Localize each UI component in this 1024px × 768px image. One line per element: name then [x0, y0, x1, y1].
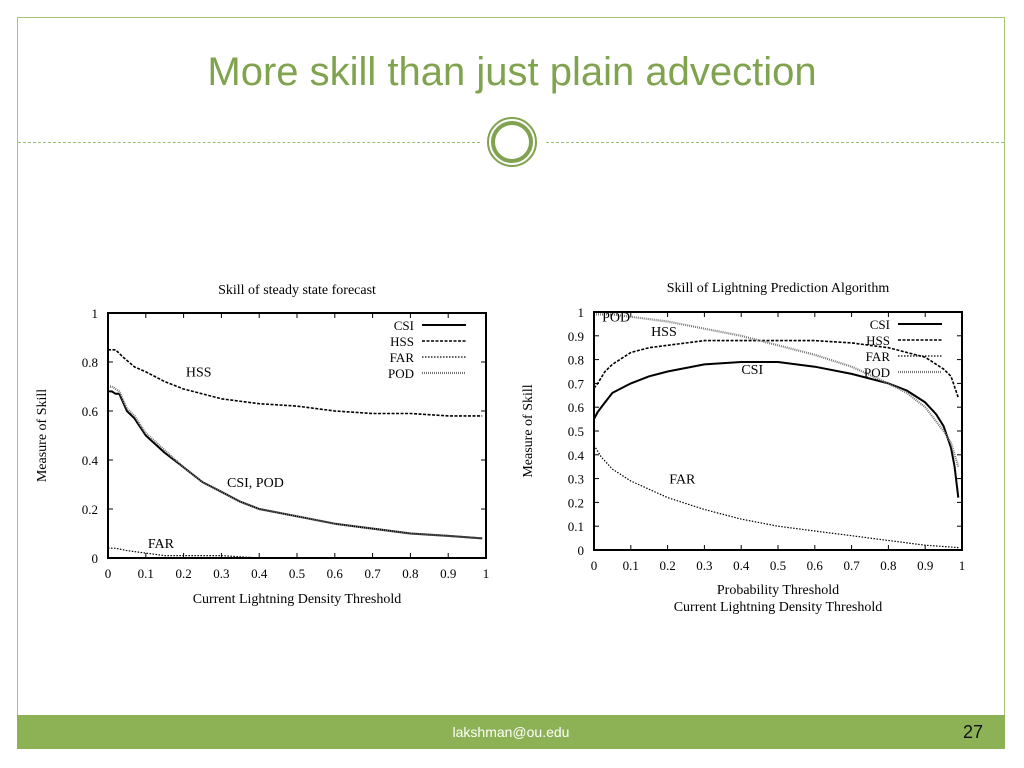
chart1-x-tick-label: 0.4	[251, 566, 268, 581]
lightning-prediction-chart: Skill of Lightning Prediction Algorithm 0…	[521, 281, 966, 615]
chart1-x-tick-label: 0.2	[175, 566, 191, 581]
chart1-y-tick-label: 0	[92, 551, 99, 566]
steady-state-forecast-chart: Skill of steady state forecast 0 0.1 0.2 0.3…	[35, 283, 490, 607]
chart1-legend-label-hss: HSS	[390, 334, 414, 349]
chart1-legend-label-pod: POD	[388, 366, 414, 381]
chart2-y-tick-label: 0.4	[568, 448, 585, 463]
chart1-legend-label-far: FAR	[390, 350, 415, 365]
slide-title: More skill than just plain advection	[207, 50, 817, 94]
chart2-annotation-pod: POD	[602, 311, 630, 326]
chart2-x-axis-label-secondary: Current Lightning Density Threshold	[674, 600, 883, 615]
chart2-series-far-line	[593, 444, 959, 549]
chart1-y-axis-label: Measure of Skill	[35, 389, 50, 482]
chart1-x-tick-label: 0.5	[289, 566, 305, 581]
chart2-y-tick-label: 0	[578, 543, 585, 558]
chart1-x-tick-label: 0.6	[327, 566, 344, 581]
chart1-y-tick-label: 0.8	[82, 355, 98, 370]
chart2-x-tick-label: 0.9	[917, 558, 933, 573]
chart2-y-tick-label: 0.2	[568, 495, 584, 510]
chart2-plot-frame	[593, 311, 963, 551]
chart2-legend-label-pod: POD	[864, 365, 890, 380]
chart2-annotation-csi: CSI	[741, 363, 763, 378]
chart2-legend-label-csi: CSI	[870, 317, 890, 332]
chart2-title: Skill of Lightning Prediction Algorithm	[667, 281, 890, 296]
chart1-x-tick-label: 1	[483, 566, 490, 581]
chart1-x-tick-label: 0.8	[402, 566, 418, 581]
chart1-y-tick-label: 0.6	[82, 404, 99, 419]
chart1-series-csi-line	[108, 390, 483, 540]
footer-email: lakshman@ou.edu	[452, 724, 570, 740]
chart1-annotation-hss: HSS	[186, 366, 212, 381]
chart1-y-tick-label: 0.2	[82, 502, 98, 517]
chart1-title: Skill of steady state forecast	[218, 283, 376, 298]
chart2-x-tick-label: 0.4	[733, 558, 750, 573]
chart2-y-tick-label: 0.3	[568, 472, 584, 487]
chart1-x-tick-label: 0.3	[213, 566, 229, 581]
chart1-x-tick-label: 0	[105, 566, 112, 581]
chart2-annotation-hss: HSS	[651, 325, 677, 340]
chart2-series-csi-line	[593, 361, 960, 498]
chart2-series-pod-line	[594, 313, 960, 468]
title-divider-left	[18, 142, 480, 143]
circle-ornament-icon	[487, 117, 537, 167]
chart1-x-tick-label: 0.1	[138, 566, 154, 581]
chart2-legend-label-far: FAR	[866, 349, 891, 364]
chart2-series-hss-line	[593, 339, 960, 398]
chart2-y-tick-label: 0.6	[568, 400, 585, 415]
chart2-x-tick-label: 0.5	[770, 558, 786, 573]
chart1-series-hss-line	[108, 349, 483, 417]
chart2-x-tick-label: 0	[591, 558, 598, 573]
chart2-x-tick-label: 0.1	[623, 558, 639, 573]
chart1-x-tick-label: 0.7	[364, 566, 381, 581]
chart2-x-tick-label: 0.2	[659, 558, 675, 573]
chart2-x-tick-label: 0.8	[880, 558, 896, 573]
chart2-annotation-far: FAR	[669, 472, 696, 487]
chart1-legend-label-csi: CSI	[394, 318, 414, 333]
chart1-x-tick-label: 0.9	[440, 566, 456, 581]
chart2-legend-label-hss: HSS	[866, 333, 890, 348]
chart2-y-tick-label: 0.5	[568, 424, 584, 439]
chart2-y-tick-label: 1	[578, 305, 585, 320]
chart2-y-axis-label: Measure of Skill	[521, 384, 536, 477]
chart2-x-axis-label: Probability Threshold	[717, 583, 839, 598]
chart2-y-tick-label: 0.8	[568, 353, 584, 368]
chart1-x-axis-label: Current Lightning Density Threshold	[193, 592, 402, 607]
chart2-x-tick-label: 1	[959, 558, 966, 573]
chart2-x-tick-label: 0.7	[843, 558, 860, 573]
chart2-y-tick-label: 0.9	[568, 329, 584, 344]
title-divider-right	[546, 142, 1004, 143]
chart1-annotation-csi-pod: CSI, POD	[227, 476, 284, 491]
chart1-annotation-far: FAR	[148, 537, 175, 552]
chart2-x-tick-label: 0.3	[696, 558, 712, 573]
chart1-y-tick-label: 0.4	[82, 453, 99, 468]
page-number: 27	[962, 722, 983, 742]
chart1-series-pod-line	[108, 385, 483, 540]
chart1-y-tick-label: 1	[92, 306, 99, 321]
footer-bar: lakshman@ou.edu 27	[17, 715, 1005, 749]
chart2-y-tick-label: 0.1	[568, 519, 584, 534]
chart2-y-tick-label: 0.7	[568, 376, 585, 391]
chart2-x-tick-label: 0.6	[807, 558, 824, 573]
chart1-plot-frame	[107, 312, 487, 559]
